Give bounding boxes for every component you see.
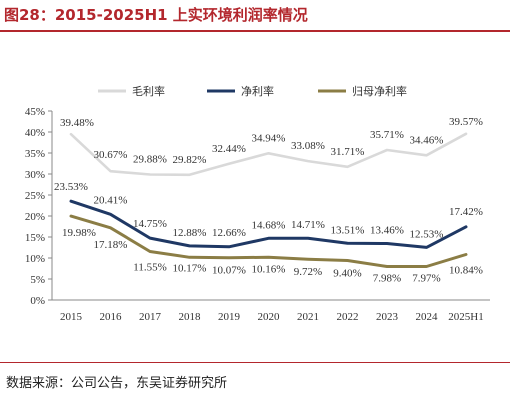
y-tick-label: 40% [25,127,45,139]
y-tick-label: 20% [25,211,45,223]
data-label: 9.72% [294,266,322,278]
data-label: 35.71% [370,129,404,141]
data-label: 31.71% [331,146,365,158]
y-tick-label: 45% [25,106,45,118]
data-label: 14.71% [291,219,325,231]
data-label: 17.42% [449,206,483,218]
y-tick-label: 25% [25,190,45,202]
series-line-3 [69,214,468,268]
y-tick-label: 5% [30,274,45,286]
source-note: 数据来源：公司公告，东吴证券研究所 [6,376,228,391]
figure-title: 图28：2015-2025H1 上实环境利润率情况 [4,6,308,24]
data-label: 13.51% [331,224,365,236]
data-label: 17.18% [94,239,128,251]
data-label: 10.84% [449,264,483,276]
series-line-2 [69,199,468,249]
data-label: 30.67% [94,149,128,161]
data-label: 34.46% [410,134,444,146]
data-label: 29.88% [133,154,167,166]
data-label: 32.44% [212,143,246,155]
y-tick-label: 15% [25,232,45,244]
data-label: 13.46% [370,224,404,236]
x-tick-label: 2018 [179,311,202,323]
y-tick-label: 30% [25,169,45,181]
y-tick-label: 0% [30,295,45,307]
x-tick-label: 2016 [100,311,123,323]
x-tick-label: 2021 [297,311,319,323]
data-label: 7.98% [373,272,401,284]
data-label: 12.66% [212,227,246,239]
data-label: 7.97% [412,273,440,285]
x-tick-label: 2020 [258,311,281,323]
data-label: 19.98% [62,227,96,239]
series-line-1 [69,132,468,177]
data-label: 12.88% [173,227,207,239]
legend-label: 净利率 [241,84,274,98]
data-label: 12.53% [410,228,444,240]
data-label: 29.82% [173,154,207,166]
x-tick-label: 2017 [139,311,162,323]
x-tick-label: 2015 [60,311,83,323]
legend-label: 归母净利率 [352,84,407,98]
y-tick-label: 10% [25,253,45,265]
x-tick-label: 2022 [337,311,359,323]
x-tick-label: 2024 [416,311,439,323]
data-label: 10.17% [173,262,207,274]
x-tick-label: 2025H1 [448,311,483,323]
source-divider [0,362,510,363]
data-label: 10.16% [252,263,286,275]
y-tick-label: 35% [25,148,45,160]
data-label: 23.53% [54,181,88,193]
data-label: 39.48% [60,117,94,129]
title-divider [0,30,510,32]
x-tick-label: 2019 [218,311,241,323]
data-label: 20.41% [94,194,128,206]
data-label: 11.55% [133,261,167,273]
data-label: 39.57% [449,116,483,128]
data-label: 10.07% [212,265,246,277]
x-tick-label: 2023 [376,311,399,323]
data-label: 14.75% [133,218,167,230]
data-label: 9.40% [333,268,361,280]
data-label: 33.08% [291,140,325,152]
legend-label: 毛利率 [132,84,165,98]
data-label: 14.68% [252,219,286,231]
data-label: 34.94% [252,132,286,144]
